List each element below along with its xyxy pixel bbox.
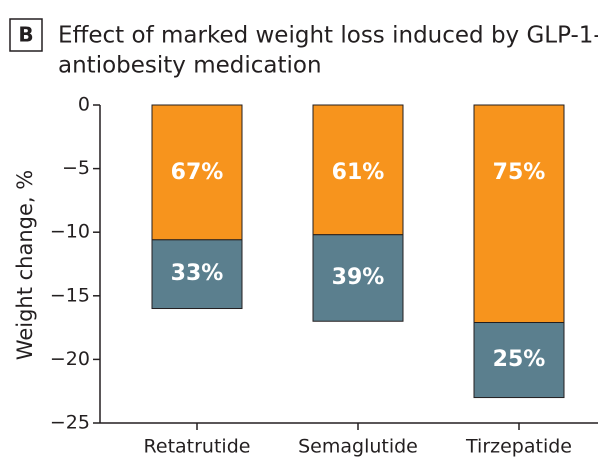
y-tick-label: 0 — [78, 94, 90, 116]
bar-segment — [151, 104, 243, 241]
y-tick-label: −5 — [62, 157, 90, 179]
bar-segment — [473, 104, 565, 324]
bar-segment — [312, 234, 404, 322]
x-tick-label: Retatrutide — [144, 436, 251, 458]
segment-label: 61% — [332, 160, 385, 185]
bar-segment — [473, 322, 565, 399]
segment-label: 39% — [332, 265, 385, 290]
segment-label: 33% — [171, 261, 224, 286]
segment-label: 75% — [493, 160, 546, 185]
panel-label: B — [18, 23, 33, 47]
x-tick-label: Tirzepatide — [465, 436, 572, 458]
y-tick-label: −25 — [50, 412, 90, 434]
y-tick-label: −20 — [50, 348, 90, 370]
y-tick-label: −10 — [50, 221, 90, 243]
segment-label: 25% — [493, 347, 546, 372]
segment-label: 67% — [171, 160, 224, 185]
chart-title: antiobesity medication — [58, 53, 322, 79]
bar-segment — [312, 104, 404, 236]
y-tick-label: −15 — [50, 284, 90, 306]
chart-title: Effect of marked weight loss induced by … — [58, 23, 598, 49]
bar-segment — [151, 239, 243, 310]
y-axis-label: Weight change, % — [13, 170, 37, 360]
panel-box — [9, 18, 43, 52]
x-tick-label: Semaglutide — [298, 436, 418, 458]
